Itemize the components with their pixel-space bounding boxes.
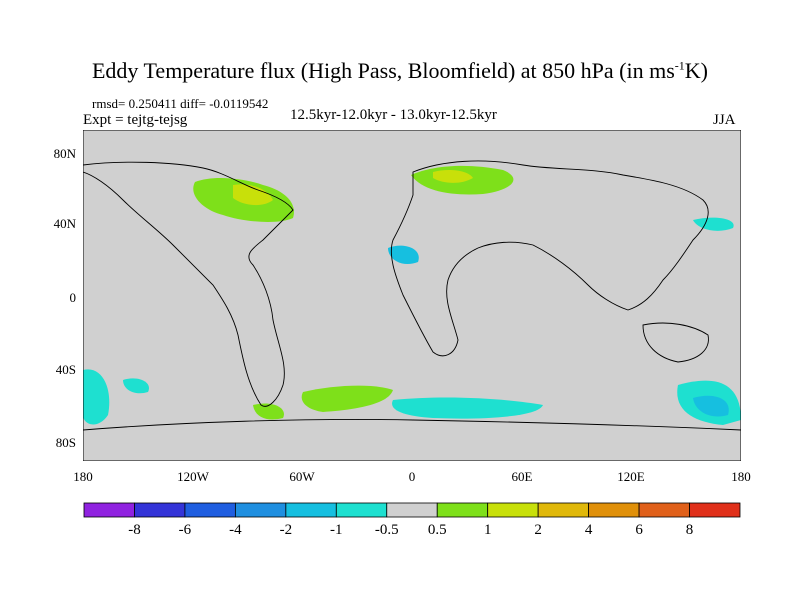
north-america-peak <box>233 184 273 206</box>
colorbar-swatch <box>689 502 741 518</box>
colorbar-label: 8 <box>686 522 694 538</box>
colorbar-label: -0.5 <box>375 522 399 538</box>
south-atlantic-anomaly <box>301 385 393 412</box>
x-tick-60e: 60E <box>511 469 533 484</box>
colorbar-swatch <box>487 502 539 518</box>
period-label: 12.5kyr-12.0kyr - 13.0kyr-12.5kyr <box>290 107 497 123</box>
colorbar-swatch <box>638 502 690 518</box>
y-tick-40s: 40S <box>55 362 76 377</box>
colorbar-label: 1 <box>484 522 492 538</box>
colorbar-label: 0.5 <box>428 522 447 538</box>
colorbar-swatch <box>436 502 489 518</box>
x-tick-180e: 180 <box>731 469 751 484</box>
southern-ocean-anomaly <box>392 397 543 419</box>
south-pacific-patch <box>123 378 149 394</box>
y-tick-0: 0 <box>69 290 77 305</box>
colorbar-label: -1 <box>330 522 343 538</box>
world-map-plot <box>83 130 741 461</box>
rmsd-diff-label: rmsd= 0.250411 diff= -0.0119542 <box>92 96 269 111</box>
colorbar-label: 2 <box>534 522 542 538</box>
x-tick-120e: 120E <box>617 469 645 484</box>
southern-ocean-east-core <box>693 395 729 417</box>
colorbar-swatch <box>134 502 186 518</box>
colorbar-label: -2 <box>280 522 293 538</box>
colorbar-swatch <box>537 502 590 518</box>
experiment-label: Expt = tejtg-tejsg <box>83 112 188 128</box>
negative-anomaly-regions <box>83 217 741 425</box>
australia-coastline <box>642 322 709 363</box>
antarctica-coastline <box>83 419 741 431</box>
colorbar-label: 6 <box>635 522 643 538</box>
y-tick-80s: 80S <box>55 435 76 450</box>
colorbar-swatch <box>285 502 337 518</box>
x-tick-0: 0 <box>408 469 416 484</box>
americas-coastline <box>83 161 294 407</box>
season-label: JJA <box>713 112 736 128</box>
sahara-anomaly <box>388 245 419 265</box>
colorbar-swatch <box>335 502 388 518</box>
colorbar-swatch <box>184 502 236 518</box>
colorbar-swatch <box>83 502 135 518</box>
colorbar-label: -6 <box>179 522 192 538</box>
y-tick-40n: 40N <box>53 216 76 231</box>
colorbar-swatch <box>386 502 438 518</box>
coastlines <box>83 160 741 431</box>
colorbar-label: -4 <box>229 522 242 538</box>
scandinavia-peak <box>433 170 473 183</box>
x-tick-60w: 60W <box>289 469 315 484</box>
colorbar-label: 4 <box>585 522 593 538</box>
y-tick-80n: 80N <box>53 146 76 161</box>
positive-anomaly-regions <box>193 165 514 420</box>
colorbar-swatch <box>234 502 287 518</box>
colorbar-swatch <box>588 502 640 518</box>
x-tick-120w: 120W <box>177 469 209 484</box>
x-tick-180w: 180 <box>73 469 93 484</box>
drake-passage-anomaly <box>253 403 284 420</box>
afro-eurasia-coastline <box>390 160 709 357</box>
colorbar-label: -8 <box>128 522 141 538</box>
chart-title: Eddy Temperature flux (High Pass, Bloomf… <box>91 58 708 83</box>
south-pacific-west-anomaly <box>83 369 110 425</box>
